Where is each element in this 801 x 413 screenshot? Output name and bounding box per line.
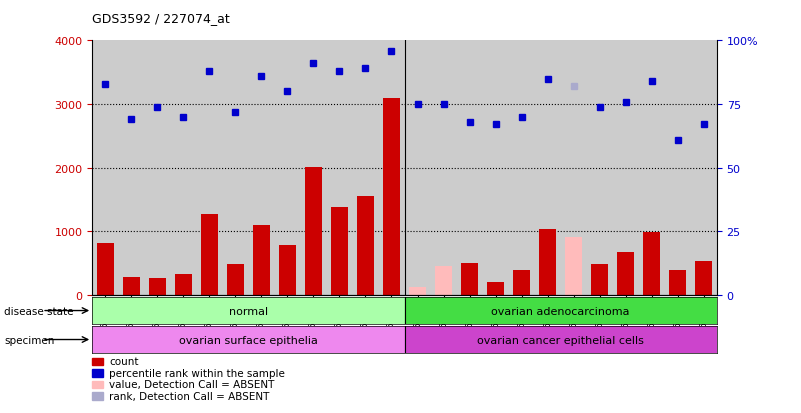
Bar [461,263,478,295]
Bar [643,233,660,295]
Bar [695,262,712,295]
Text: ovarian cancer epithelial cells: ovarian cancer epithelial cells [477,335,644,345]
Bar [670,270,686,295]
Bar [435,266,452,295]
Bar [566,237,582,295]
Text: ovarian surface epithelia: ovarian surface epithelia [179,335,318,345]
Text: disease state: disease state [4,306,74,316]
Bar [97,243,114,295]
Bar [92,297,405,324]
Text: GDS3592 / 227074_at: GDS3592 / 227074_at [92,12,230,25]
Text: ovarian adenocarcinoma: ovarian adenocarcinoma [492,306,630,316]
Bar [405,326,717,353]
Bar [331,207,348,295]
Bar [92,326,405,353]
Bar [513,271,530,295]
Bar [539,229,556,295]
Text: value, Detection Call = ABSENT: value, Detection Call = ABSENT [109,380,274,389]
Bar [405,297,717,324]
Bar [253,225,270,295]
Bar [279,245,296,295]
Bar [409,288,426,295]
Text: normal: normal [229,306,268,316]
Text: rank, Detection Call = ABSENT: rank, Detection Call = ABSENT [109,391,269,401]
Bar [201,214,218,295]
Text: count: count [109,356,139,366]
Bar [175,274,191,295]
Text: specimen: specimen [4,335,54,345]
Bar [487,282,504,295]
Bar [591,264,608,295]
Bar [227,265,244,295]
Bar [149,278,166,295]
Bar [618,252,634,295]
Bar [123,277,139,295]
Bar [305,168,322,295]
Bar [357,196,374,295]
Bar [383,98,400,295]
Text: percentile rank within the sample: percentile rank within the sample [109,368,285,378]
